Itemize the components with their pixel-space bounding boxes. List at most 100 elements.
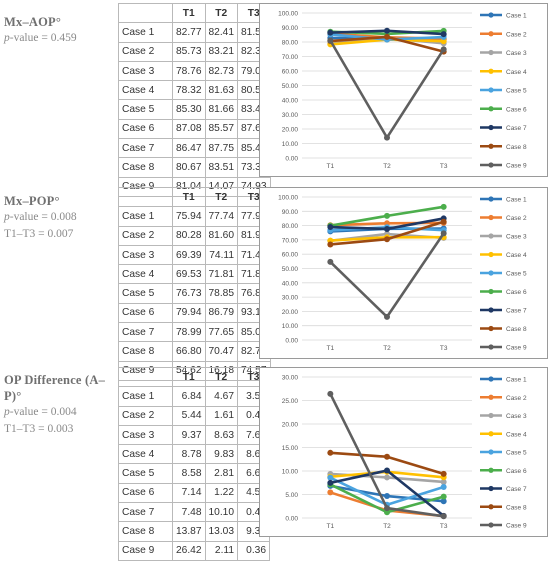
value-cell: 83.51 [204,157,238,178]
legend-marker [488,87,494,93]
legend-label: Case 6 [506,468,527,475]
table-row: Case 3 78.76 82.73 79.09 [118,60,271,82]
legend-marker [488,376,494,382]
legend-marker [488,162,494,168]
data-table: T1 T2 T3 Case 1 6.84 4.67 3.57 Case 2 5.44 1.61 0.… [118,366,270,561]
table-header-row: T1 T2 T3 [118,2,271,24]
data-point [327,224,334,231]
legend-marker [488,288,494,295]
legend-marker [488,233,494,239]
legend-marker [488,143,494,149]
data-point [384,467,390,474]
data-point [384,134,390,141]
value-cell: 7.48 [172,502,206,523]
case-label: Case 5 [118,283,173,304]
value-cell: 85.57 [204,118,238,140]
column-header [118,2,173,24]
data-point [440,38,447,45]
column-header: T1 [172,366,206,388]
legend-marker [488,467,494,473]
table-header-row: T1 T2 T3 [118,366,270,388]
data-point [440,31,447,38]
y-tick-label: 10.00 [282,141,299,148]
value-cell: 5.44 [172,405,206,426]
y-tick-label: 20.00 [282,127,299,134]
case-label: Case 2 [118,225,173,246]
data-point [327,29,334,36]
case-label: Case 4 [118,444,173,465]
y-tick-label: 60.00 [282,252,299,259]
value-cell: 81.63 [204,80,238,101]
value-cell: 79.94 [172,302,206,324]
y-tick-label: 90.00 [282,25,299,32]
value-cell: 78.32 [172,80,206,101]
data-point [384,453,390,460]
data-point [327,479,334,486]
value-cell: 85.73 [172,41,206,62]
case-label: Case 3 [118,424,173,446]
legend-marker [488,214,494,221]
case-label: Case 4 [118,80,173,101]
pairwise-p: T1–T3 = 0.003 [4,423,74,435]
legend-marker [488,431,494,437]
case-label: Case 5 [118,463,173,484]
column-header: T1 [172,186,206,208]
panel-mx-aop: Mx–AOP° p-value = 0.459 T1 T2 T3 Case 1 82.7… [0,0,550,197]
p-value: p-value = 0.008 [4,211,77,223]
line-chart: 0.00 10.00 20.00 30.00 40.00 50.00 60.00 70.00 8… [278,195,527,353]
y-tick-label: 0.00 [285,516,298,523]
legend-marker [488,504,494,510]
table-header-row: T1 T2 T3 [118,186,271,208]
metric-title: Mx–AOP° [4,15,62,29]
value-cell: 81.66 [204,99,238,120]
x-tick-label: T2 [383,523,391,530]
value-cell: 80.67 [172,157,206,178]
value-cell: 2.11 [204,540,238,561]
legend-label: Case 2 [506,215,527,222]
legend-marker [488,522,494,528]
chart-frame: 0.00 10.00 20.00 30.00 40.00 50.00 60.00 70.00 8… [259,3,548,177]
panel-label: Mx–AOP° p-value = 0.459 [4,14,116,47]
value-cell: 85.30 [172,99,206,120]
column-header: T2 [204,366,238,388]
data-point [327,390,334,397]
table-row: Case 4 69.53 71.81 71.88 [118,264,271,285]
table-row: Case 1 82.77 82.41 81.52 [118,22,271,43]
value-cell: 78.99 [172,322,206,343]
table-row: Case 2 80.28 81.60 81.90 [118,225,271,246]
value-cell: 8.78 [172,444,206,465]
table-row: Case 2 5.44 1.61 0.42 [118,405,270,426]
value-cell: 83.21 [204,41,238,62]
case-label: Case 8 [118,521,173,542]
legend-label: Case 8 [506,504,527,511]
chart-frame: 0.00 10.00 20.00 30.00 40.00 50.00 60.00 70.00 8… [259,187,548,359]
y-tick-label: 60.00 [282,69,299,76]
value-cell: 6.84 [172,386,206,407]
value-cell: 9.83 [204,444,238,465]
data-point [384,225,390,232]
value-cell: 1.22 [204,482,238,504]
column-header: T2 [204,186,238,208]
y-tick-label: 20.00 [282,422,299,429]
value-cell: 8.63 [204,424,238,446]
data-point [384,505,390,512]
legend-label: Case 5 [506,88,527,95]
y-tick-label: 40.00 [282,280,299,287]
x-tick-label: T3 [440,523,448,530]
table-row: Case 6 87.08 85.57 87.68 [118,118,271,140]
value-cell: 2.81 [204,463,238,484]
value-cell: 13.87 [172,521,206,542]
table-row: Case 5 76.73 78.85 76.81 [118,283,271,304]
value-cell: 1.61 [204,405,238,426]
legend-marker [488,485,494,492]
panel-mx-pop: Mx–POP° p-value = 0.008 T1–T3 = 0.007 T1… [0,183,550,381]
y-tick-label: 40.00 [282,98,299,105]
p-value: p-value = 0.004 [4,406,77,418]
legend-label: Case 9 [506,163,527,170]
pairwise-p: T1–T3 = 0.007 [4,228,74,240]
legend-label: Case 9 [506,345,527,352]
data-point [327,37,334,44]
legend-label: Case 1 [506,197,527,204]
data-point [327,474,334,481]
value-cell: 77.74 [204,206,238,227]
